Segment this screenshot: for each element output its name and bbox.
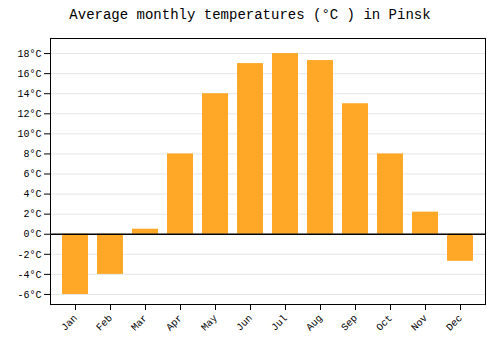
svg-text:Jan: Jan [59, 313, 80, 334]
svg-text:-4°C: -4°C [17, 270, 41, 281]
svg-text:6°C: 6°C [23, 169, 41, 180]
svg-text:Jun: Jun [234, 313, 255, 334]
svg-text:Jul: Jul [269, 313, 290, 334]
svg-text:16°C: 16°C [17, 69, 41, 80]
svg-text:18°C: 18°C [17, 49, 41, 60]
svg-text:-2°C: -2°C [17, 250, 41, 261]
svg-text:Nov: Nov [409, 313, 430, 334]
svg-text:2°C: 2°C [23, 209, 41, 220]
svg-text:0°C: 0°C [23, 229, 41, 240]
svg-text:Oct: Oct [374, 313, 395, 334]
svg-text:Mar: Mar [129, 313, 150, 334]
svg-text:-6°C: -6°C [17, 290, 41, 301]
svg-text:8°C: 8°C [23, 149, 41, 160]
svg-text:10°C: 10°C [17, 129, 41, 140]
svg-text:4°C: 4°C [23, 189, 41, 200]
svg-text:Dec: Dec [444, 313, 465, 334]
svg-text:12°C: 12°C [17, 109, 41, 120]
svg-text:Aug: Aug [304, 313, 325, 334]
svg-text:14°C: 14°C [17, 89, 41, 100]
html-text:Average monthly temperatures (: Average monthly temperatures (°C ) in Pi… [69, 7, 431, 23]
svg-text:Apr: Apr [164, 313, 185, 334]
svg-text:Feb: Feb [94, 313, 115, 334]
svg-text:Sep: Sep [339, 313, 360, 334]
svg-text:May: May [199, 313, 220, 334]
